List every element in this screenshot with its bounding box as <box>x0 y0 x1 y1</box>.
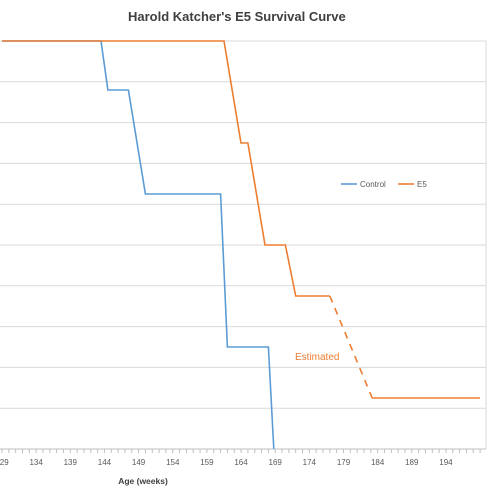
legend-label-e5: E5 <box>417 180 427 189</box>
x-tick-label: 164 <box>234 458 248 467</box>
legend: Control E5 <box>341 180 427 189</box>
series-group <box>2 40 481 450</box>
series-control <box>2 40 275 450</box>
x-tick-label: 184 <box>371 458 385 467</box>
x-axis: 129 134 139 144 149 154 159 164 169 174 179 184 189 1… <box>0 448 486 467</box>
x-tick-label: 174 <box>303 458 317 467</box>
x-tick-label: 134 <box>29 458 43 467</box>
x-tick-label: 189 <box>405 458 419 467</box>
x-tick-label: 149 <box>132 458 146 467</box>
x-tick-label: 154 <box>166 458 180 467</box>
x-tick-label: 159 <box>200 458 214 467</box>
chart-title: Harold Katcher's E5 Survival Curve <box>128 9 346 24</box>
series-line-control <box>2 40 275 450</box>
legend-label-control: Control <box>360 180 386 189</box>
x-tick-label: 169 <box>269 458 283 467</box>
x-tick-label: 194 <box>439 458 453 467</box>
x-tick-label: 144 <box>98 458 112 467</box>
estimated-annotation: Estimated <box>295 352 339 363</box>
x-tick-label: 129 <box>0 458 9 467</box>
x-axis-label: Age (weeks) <box>118 476 168 486</box>
x-tick-label: 179 <box>337 458 351 467</box>
series-e5 <box>2 40 481 399</box>
series-line-e5 <box>2 40 330 297</box>
x-tick-label: 139 <box>64 458 78 467</box>
estimated-segment <box>329 295 373 399</box>
